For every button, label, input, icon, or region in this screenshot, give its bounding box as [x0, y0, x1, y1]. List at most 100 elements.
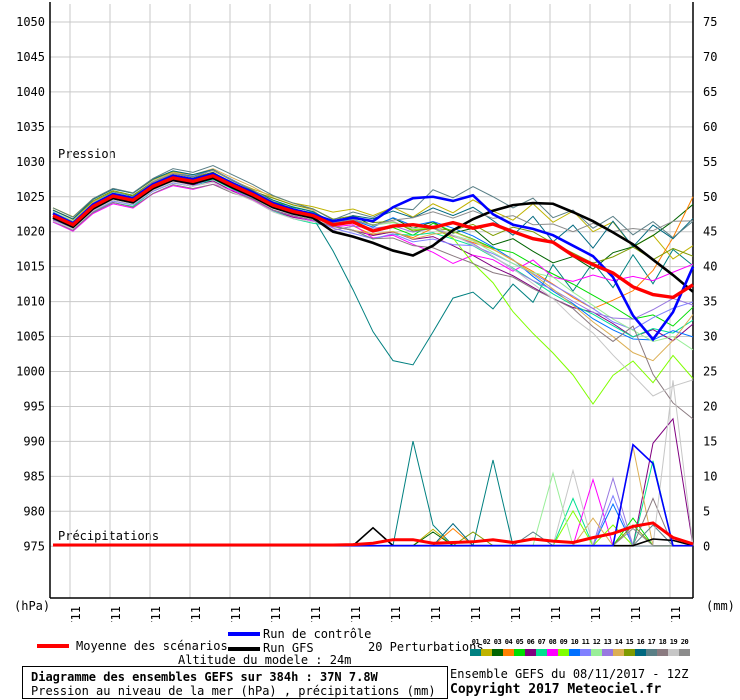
x-tick-label: 16/11 — [349, 606, 363, 622]
precip-tick-label: 5 — [703, 504, 710, 518]
member-pressure-line — [52, 168, 694, 249]
perturbation-color-swatch — [613, 649, 624, 656]
perturbation-number: 20 — [680, 638, 689, 646]
mean-pressure-line — [52, 173, 694, 300]
pressure-tick-label: 1045 — [16, 50, 45, 64]
pressure-tick-label: 980 — [23, 504, 45, 518]
perturbation-color-swatch — [503, 649, 514, 656]
precip-tick-label: 15 — [703, 434, 717, 448]
member-pressure-line — [52, 183, 694, 282]
pressure-tick-label: 1025 — [16, 190, 45, 204]
perturbation-number: 15 — [625, 638, 634, 646]
x-tick-label: 09/11 — [69, 606, 83, 622]
member-precip-line — [53, 380, 694, 547]
perturbation-color-swatch — [580, 649, 591, 656]
perturbation-number: 14 — [614, 638, 623, 646]
precip-tick-label: 40 — [703, 260, 717, 274]
perturbation-legend-item: 01 — [470, 638, 481, 656]
perturbation-number: 13 — [603, 638, 612, 646]
x-tick-label: 20/11 — [509, 606, 523, 622]
member-pressure-line — [52, 175, 694, 327]
perturbation-legend-item: 10 — [569, 638, 580, 656]
pressure-tick-label: 1030 — [16, 155, 45, 169]
perturbation-color-swatch — [525, 649, 536, 656]
precip-tick-label: 0 — [703, 539, 710, 553]
perturbation-number: 04 — [504, 638, 513, 646]
chart-title-box: Diagramme des ensembles GEFS sur 384h : … — [22, 666, 448, 699]
member-pressure-line — [52, 170, 694, 260]
perturbation-number: 02 — [482, 638, 491, 646]
x-tick-label: 17/11 — [389, 606, 403, 622]
precip-tick-label: 70 — [703, 50, 717, 64]
pressure-tick-label: 1040 — [16, 85, 45, 99]
perturbation-legend-item: 07 — [536, 638, 547, 656]
pressure-tick-label: 1000 — [16, 365, 45, 379]
ensemble-chart: Pression Précipitations 09/11 10/11 11/11 1… — [16, 2, 717, 622]
copyright-label: Copyright 2017 Meteociel.fr — [450, 682, 662, 697]
pressure-tick-label: 1020 — [16, 225, 45, 239]
perturbation-legend-item: 14 — [613, 638, 624, 656]
perturbation-color-swatch — [492, 649, 503, 656]
model-altitude-label: Altitude du modele : 24m — [178, 653, 352, 667]
member-pressure-line — [52, 175, 694, 405]
precip-tick-label: 65 — [703, 85, 717, 99]
perturbation-number: 12 — [592, 638, 601, 646]
perturbation-color-swatch — [657, 649, 668, 656]
perturbation-color-swatch — [536, 649, 547, 656]
perturbation-color-swatch — [635, 649, 646, 656]
x-tick-label: 19/11 — [469, 606, 483, 622]
pressure-tick-label: 985 — [23, 469, 45, 483]
precip-tick-label: 45 — [703, 225, 717, 239]
member-precip-line — [53, 417, 694, 547]
pressure-tick-label: 990 — [23, 434, 45, 448]
perturbation-number: 10 — [570, 638, 579, 646]
x-tick-label: 24/11 — [669, 606, 683, 622]
precip-tick-label: 60 — [703, 120, 717, 134]
perturbation-color-swatch — [558, 649, 569, 656]
pressure-tick-label: 995 — [23, 399, 45, 413]
run-info-label: Ensemble GEFS du 08/11/2017 - 12Z — [450, 667, 689, 681]
precip-tick-label: 55 — [703, 155, 717, 169]
perturbation-legend-item: 05 — [514, 638, 525, 656]
perturbation-legend-item: 20 — [679, 638, 690, 656]
perturbation-legend-item: 03 — [492, 638, 503, 656]
perturbation-legend-item: 13 — [602, 638, 613, 656]
pressure-tick-label: 975 — [23, 539, 45, 553]
x-tick-label: 11/11 — [149, 606, 163, 622]
perturbation-color-swatch — [514, 649, 525, 656]
x-tick-label: 10/11 — [109, 606, 123, 622]
perturbation-legend-item: 16 — [635, 638, 646, 656]
precip-tick-label: 75 — [703, 15, 717, 29]
perturbation-legend-item: 15 — [624, 638, 635, 656]
precip-tick-label: 25 — [703, 365, 717, 379]
perturbation-legend-item: 19 — [668, 638, 679, 656]
control-legend-swatch — [228, 632, 260, 636]
perturbation-legend-item: 08 — [547, 638, 558, 656]
perturbations-legend-label: 20 Perturbations — [368, 640, 484, 654]
x-tick-label: 13/11 — [229, 606, 243, 622]
perturbation-number: 03 — [493, 638, 502, 646]
pressure-tick-label: 1010 — [16, 295, 45, 309]
member-pressure-line — [52, 183, 694, 420]
left-axis-unit: (hPa) — [14, 599, 51, 613]
member-pressure-line — [52, 164, 694, 239]
x-tick-label: 12/11 — [189, 606, 203, 622]
perturbation-legend-item: 12 — [591, 638, 602, 656]
perturbation-number: 17 — [647, 638, 656, 646]
perturbation-color-swatch — [602, 649, 613, 656]
precip-tick-label: 30 — [703, 330, 717, 344]
gfs-pressure-line — [52, 176, 694, 293]
perturbation-number: 19 — [669, 638, 678, 646]
chart-title: Diagramme des ensembles GEFS sur 384h : … — [31, 670, 378, 684]
perturbation-color-swatch — [646, 649, 657, 656]
perturbation-number: 16 — [636, 638, 645, 646]
perturbation-legend-item: 17 — [646, 638, 657, 656]
perturbation-number: 18 — [658, 638, 667, 646]
control-pressure-line — [52, 172, 695, 342]
x-tick-label: 18/11 — [429, 606, 443, 622]
perturbation-number: 09 — [559, 638, 568, 646]
perturbation-number: 05 — [515, 638, 524, 646]
mean-precip-line — [53, 521, 694, 547]
x-tick-label: 21/11 — [549, 606, 563, 622]
x-tick-label: 14/11 — [269, 606, 283, 622]
